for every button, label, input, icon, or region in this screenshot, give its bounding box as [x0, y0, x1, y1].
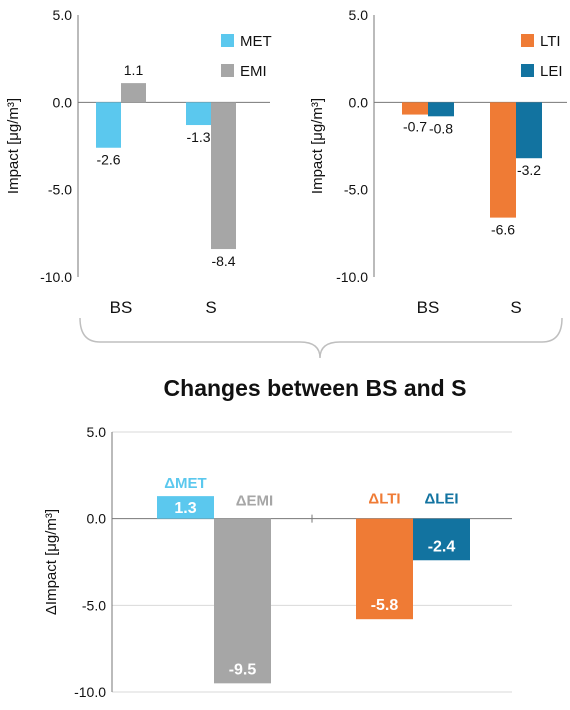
- data-label: -0.8: [429, 120, 453, 136]
- bar-met-bs: [96, 102, 121, 148]
- section-heading: Changes between BS and S: [164, 375, 467, 401]
- x-category-label: S: [205, 298, 216, 317]
- data-label: -3.2: [517, 162, 541, 178]
- y-tick-label: 0.0: [87, 511, 107, 527]
- chart-lti-lei: 5.0 0.0 -5.0 -10.0 Impact [μg/m³] -0.7 -0.8 BS -…: [309, 7, 567, 317]
- x-category-label: BS: [110, 298, 133, 317]
- y-tick-label: -10.0: [336, 269, 368, 285]
- bar-delta-lei: [413, 518, 470, 561]
- y-tick-label: 0.0: [53, 94, 73, 110]
- chart-changes: 5.0 0.0 -5.0 -10.0 ΔImpact [μg/m³] 1.3 ΔMET -9.…: [43, 424, 512, 700]
- y-tick-label: 5.0: [87, 424, 107, 440]
- y-tick-label: -5.0: [82, 597, 106, 613]
- category-label: ΔLEI: [424, 491, 458, 508]
- data-label: 1.3: [174, 500, 196, 517]
- y-tick-label: 5.0: [53, 7, 73, 23]
- data-label: -5.8: [371, 597, 399, 614]
- category-label: ΔMET: [164, 475, 206, 492]
- y-tick-label: -10.0: [40, 269, 72, 285]
- chart-met-emi: 5.0 0.0 -5.0 -10.0 Impact [μg/m³] -2.6 1.1 BS -1…: [5, 7, 272, 317]
- bar-delta-emi: [214, 518, 271, 684]
- category-label: ΔLTI: [368, 491, 400, 508]
- y-tick-label: -5.0: [344, 182, 368, 198]
- y-tick-label: 0.0: [349, 94, 369, 110]
- data-label: -2.4: [428, 538, 456, 555]
- bar-met-s: [186, 102, 211, 126]
- legend-label: EMI: [240, 63, 267, 80]
- y-axis-title: Impact [μg/m³]: [309, 98, 326, 194]
- bar-delta-lti: [356, 518, 413, 620]
- y-tick-label: -5.0: [48, 182, 72, 198]
- data-label: -2.6: [96, 152, 120, 168]
- x-category-label: BS: [417, 298, 440, 317]
- legend-swatch: [221, 64, 234, 77]
- data-label: -1.3: [186, 129, 210, 145]
- y-tick-label: -10.0: [74, 684, 106, 700]
- bar-lti-bs: [402, 102, 428, 115]
- data-label: -0.7: [403, 119, 427, 135]
- data-label: -8.4: [211, 253, 235, 269]
- y-tick-label: 5.0: [349, 7, 369, 23]
- bar-lei-s: [516, 102, 542, 159]
- legend-label: LTI: [540, 33, 561, 50]
- data-label: -9.5: [229, 661, 257, 678]
- legend-swatch: [221, 34, 234, 47]
- legend-label: LEI: [540, 63, 563, 80]
- curly-brace: [79, 317, 563, 359]
- bar-lti-s: [490, 102, 516, 218]
- legend-swatch: [521, 34, 534, 47]
- legend-label: MET: [240, 33, 272, 50]
- bar-delta-met: [157, 496, 214, 519]
- data-label: 1.1: [124, 62, 144, 78]
- data-label: -6.6: [491, 222, 515, 238]
- category-label: ΔEMI: [236, 493, 273, 510]
- bar-emi-s: [211, 102, 236, 250]
- bar-lei-bs: [428, 102, 454, 117]
- bar-emi-bs: [121, 83, 146, 103]
- y-axis-title: Impact [μg/m³]: [5, 98, 22, 194]
- x-category-label: S: [510, 298, 521, 317]
- legend-swatch: [521, 64, 534, 77]
- y-axis-title: ΔImpact [μg/m³]: [43, 509, 60, 615]
